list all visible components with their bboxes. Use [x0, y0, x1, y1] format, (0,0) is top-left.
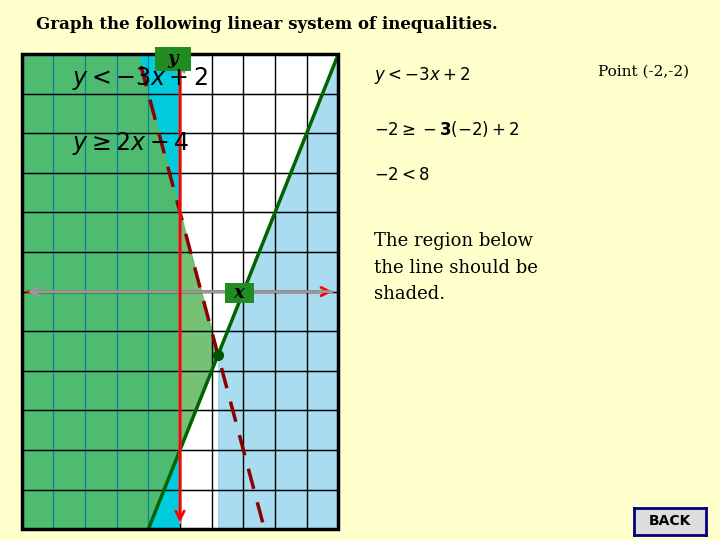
Text: $y \geq 2x - 4$: $y \geq 2x - 4$ [72, 130, 189, 157]
Text: x: x [234, 284, 245, 302]
Text: The region below
the line should be
shaded.: The region below the line should be shad… [374, 232, 539, 303]
Text: Point (-2,-2): Point (-2,-2) [598, 65, 689, 79]
Text: y: y [168, 50, 178, 68]
Text: $y < -3x + 2$: $y < -3x + 2$ [374, 65, 471, 86]
Text: Graph the following linear system of inequalities.: Graph the following linear system of ine… [36, 16, 498, 33]
Text: $-2 \geq -\mathbf{3}(-2) + 2$: $-2 \geq -\mathbf{3}(-2) + 2$ [374, 119, 520, 139]
Text: BACK: BACK [649, 514, 690, 528]
Text: $-2 < 8$: $-2 < 8$ [374, 167, 431, 184]
Text: $y < -3x + 2$: $y < -3x + 2$ [72, 65, 208, 92]
